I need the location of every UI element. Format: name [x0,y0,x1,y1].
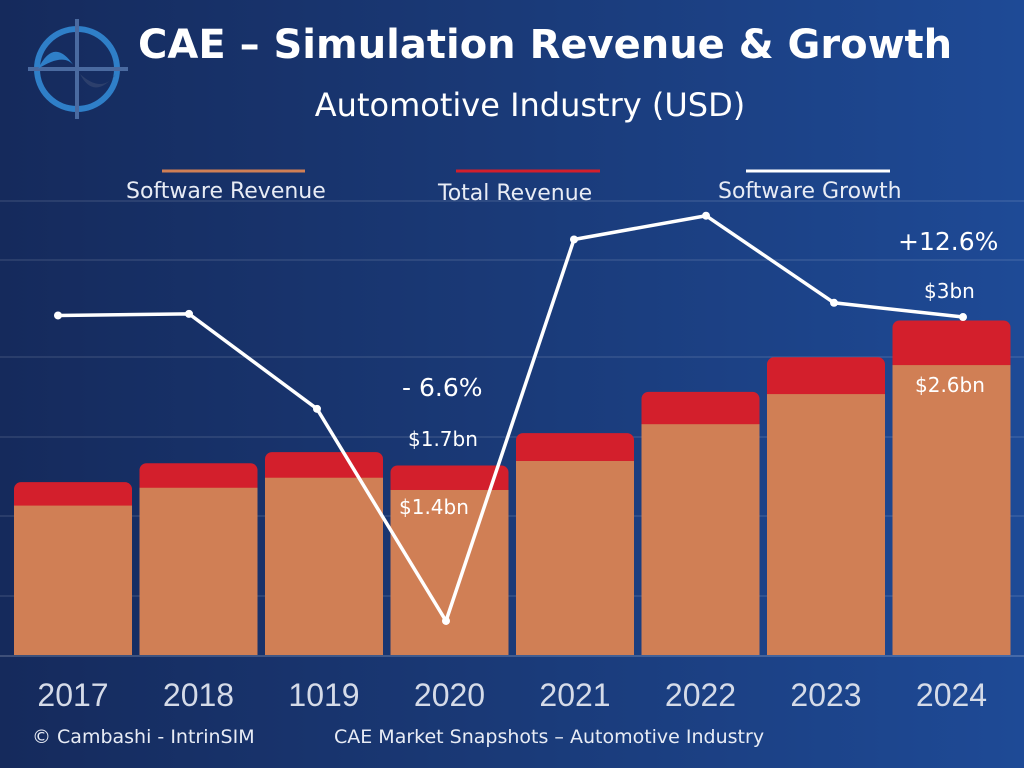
point-software-growth [442,616,450,625]
x-tick-label: 2022 [665,677,736,713]
footer-copyright: © Cambashi - IntrinSIM [32,726,255,748]
bar-software-revenue [265,477,383,655]
bar-software-revenue [14,505,132,655]
x-tick-label: 2021 [539,677,610,713]
chart-title: CAE – Simulation Revenue & Growth [138,22,953,68]
bar-software-revenue [767,394,885,655]
footer-source: CAE Market Snapshots – Automotive Indust… [334,726,765,748]
bar-software-revenue [641,424,760,655]
point-software-growth [702,211,710,220]
data-label: $3bn [924,279,975,303]
legend-label: Total Revenue [437,181,592,206]
data-label: $1.4bn [399,495,469,519]
x-tick-label: 2018 [163,677,234,713]
bar-software-revenue [139,487,258,655]
data-label: +12.6% [898,227,998,256]
chart-subtitle: Automotive Industry (USD) [314,86,746,124]
data-label: - 6.6% [402,373,482,402]
legend-label: Software Revenue [126,179,326,204]
point-software-growth [570,235,578,244]
cambashi-logo [28,19,128,119]
bar-software-revenue [516,460,634,655]
point-software-growth [959,313,967,322]
point-software-growth [313,404,321,413]
x-tick-label: 2017 [37,677,108,713]
bar-software-revenue [892,365,1011,655]
x-tick-label: 2024 [916,677,987,713]
x-tick-label: 2023 [790,677,861,713]
data-label: $2.6bn [915,373,985,397]
line-software-growth [57,213,964,626]
data-label: $1.7bn [408,427,478,451]
legend-label: Software Growth [718,179,902,204]
point-software-growth [830,298,838,307]
x-tick-label: 1019 [288,677,359,713]
point-software-growth [54,311,62,320]
bar-software-revenue [390,489,509,655]
x-tick-label: 2020 [414,677,485,713]
point-software-growth [185,309,193,318]
